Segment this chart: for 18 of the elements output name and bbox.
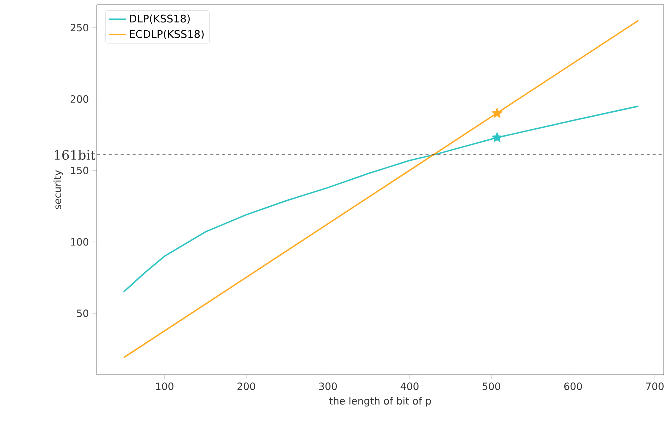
x-tick-label: 400	[400, 382, 419, 390]
y-tick-label: 100	[71, 238, 89, 246]
x-tick-label: 300	[319, 382, 338, 390]
y-tick-label: 150	[71, 166, 89, 174]
x-tick-label: 100	[156, 382, 174, 390]
y-tick-label: 50	[77, 310, 89, 318]
x-tick-label: 500	[482, 382, 500, 390]
legend-label: DLP(KSS18)	[130, 14, 190, 24]
ref-line-label: 161bit	[55, 150, 96, 160]
x-tick-label: 600	[564, 382, 582, 390]
line-series	[123, 106, 640, 293]
x-axis-title: the length of bit of p	[330, 397, 432, 407]
x-tick-label: 200	[238, 382, 256, 390]
y-axis-title: security	[54, 170, 64, 210]
legend-label: ECDLP(KSS18)	[130, 30, 204, 40]
x-tick-label: 700	[646, 382, 664, 390]
y-tick-label: 200	[70, 96, 89, 104]
y-tick-label: 250	[70, 24, 89, 32]
